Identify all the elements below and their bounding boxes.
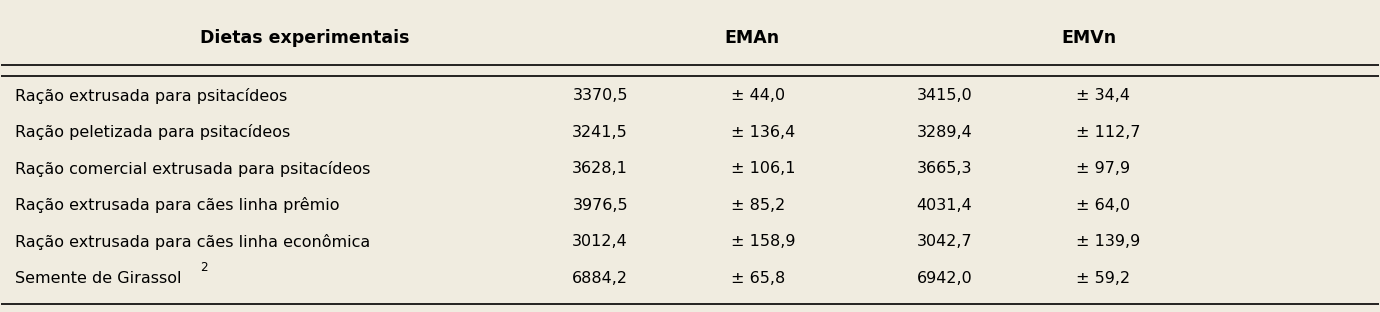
Text: Ração extrusada para psitacídeos: Ração extrusada para psitacídeos: [15, 88, 287, 104]
Text: ± 136,4: ± 136,4: [731, 125, 795, 140]
Text: ± 44,0: ± 44,0: [731, 88, 785, 103]
Text: Semente de Girassol: Semente de Girassol: [15, 271, 186, 286]
Text: ± 64,0: ± 64,0: [1075, 198, 1130, 213]
Text: ± 112,7: ± 112,7: [1075, 125, 1140, 140]
Text: ± 59,2: ± 59,2: [1075, 271, 1130, 286]
Text: 4031,4: 4031,4: [916, 198, 973, 213]
Text: ± 34,4: ± 34,4: [1075, 88, 1130, 103]
Text: ± 85,2: ± 85,2: [731, 198, 785, 213]
Text: 6884,2: 6884,2: [573, 271, 628, 286]
Text: 3415,0: 3415,0: [916, 88, 973, 103]
Text: 3241,5: 3241,5: [573, 125, 628, 140]
Text: ± 106,1: ± 106,1: [731, 161, 796, 176]
Text: Ração comercial extrusada para psitacídeos: Ração comercial extrusada para psitacíde…: [15, 161, 371, 177]
Text: Ração extrusada para cães linha econômica: Ração extrusada para cães linha econômic…: [15, 234, 370, 250]
Text: Ração peletizada para psitacídeos: Ração peletizada para psitacídeos: [15, 124, 290, 140]
Text: Ração extrusada para cães linha prêmio: Ração extrusada para cães linha prêmio: [15, 197, 339, 213]
Text: Dietas experimentais: Dietas experimentais: [200, 30, 408, 47]
Text: EMAn: EMAn: [724, 30, 780, 47]
Text: 2: 2: [200, 261, 207, 274]
Text: 3012,4: 3012,4: [573, 234, 628, 249]
Text: 3976,5: 3976,5: [573, 198, 628, 213]
Text: ± 65,8: ± 65,8: [731, 271, 785, 286]
Text: 6942,0: 6942,0: [916, 271, 973, 286]
Text: 3289,4: 3289,4: [916, 125, 973, 140]
Text: ± 139,9: ± 139,9: [1075, 234, 1140, 249]
Text: 3370,5: 3370,5: [573, 88, 628, 103]
Text: EMVn: EMVn: [1061, 30, 1116, 47]
Text: 3628,1: 3628,1: [573, 161, 628, 176]
Text: 3665,3: 3665,3: [916, 161, 973, 176]
Text: ± 97,9: ± 97,9: [1075, 161, 1130, 176]
Text: ± 158,9: ± 158,9: [731, 234, 796, 249]
Text: 3042,7: 3042,7: [916, 234, 973, 249]
